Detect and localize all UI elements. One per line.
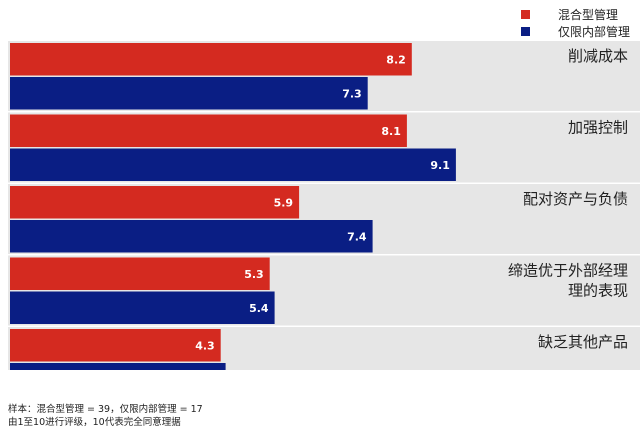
bar-internal [10,291,275,324]
legend-label-hybrid: 混合型管理 [557,8,618,22]
category-label-line: 缔造优于外部经理 [508,262,628,280]
bar-internal [10,220,373,253]
category-label-line: 缺乏其他产品 [538,333,628,351]
bar-value-label: 8.2 [386,53,406,66]
legend-item-internal: 仅限内部管理 [520,23,630,40]
category-label-line: 削减成本 [568,47,628,65]
legend-item-hybrid: 混合型管理 [520,6,630,23]
bar-hybrid [10,186,300,219]
category-label-line: 加强控制 [568,119,628,137]
category-label: 配对资产与负债 [523,190,628,208]
bar-chart: 8.2 7.3 削减成本 8.1 9.1 加强控制 5.9 7.4 配对资产与负债 5.3 5.4 缔… [0,40,640,370]
bar-value-label: 5.4 [249,302,269,315]
bar-value-label: 7.3 [342,87,362,100]
bar-hybrid [10,257,270,290]
category-label-line: 理的表现 [568,282,628,300]
bar-internal [10,77,368,110]
legend: 混合型管理 仅限内部管理 [520,6,630,40]
footnote-sample: 样本：混合型管理 = 39，仅限内部管理 = 17 [8,404,203,415]
bar-internal [10,148,456,181]
bar-value-label: 7.4 [347,230,367,243]
bar-internal [10,363,226,370]
bar-value-label: 8.1 [381,125,401,138]
footnote-rating-scale: 由1至10进行评级，10代表完全同意理据 [8,417,181,428]
category-label: 缔造优于外部经理理的表现 [508,262,628,300]
bar-hybrid [10,329,221,362]
legend-swatch-internal [520,27,530,36]
bar-value-label: 5.9 [274,196,294,209]
bar-value-label: 4.3 [195,339,215,352]
category-label: 削减成本 [568,47,628,65]
bar-value-label: 9.1 [430,159,450,172]
footnote: 样本：混合型管理 = 39，仅限内部管理 = 17 由1至10进行评级，10代表… [8,403,203,429]
bar-value-label: 5.3 [244,268,264,281]
category-label-line: 配对资产与负债 [523,190,628,208]
bar-hybrid [10,114,407,147]
bar-hybrid [10,43,412,76]
legend-swatch-hybrid [520,10,530,19]
category-label: 缺乏其他产品 [538,333,628,351]
category-label: 加强控制 [568,119,628,137]
legend-label-internal: 仅限内部管理 [557,25,630,39]
